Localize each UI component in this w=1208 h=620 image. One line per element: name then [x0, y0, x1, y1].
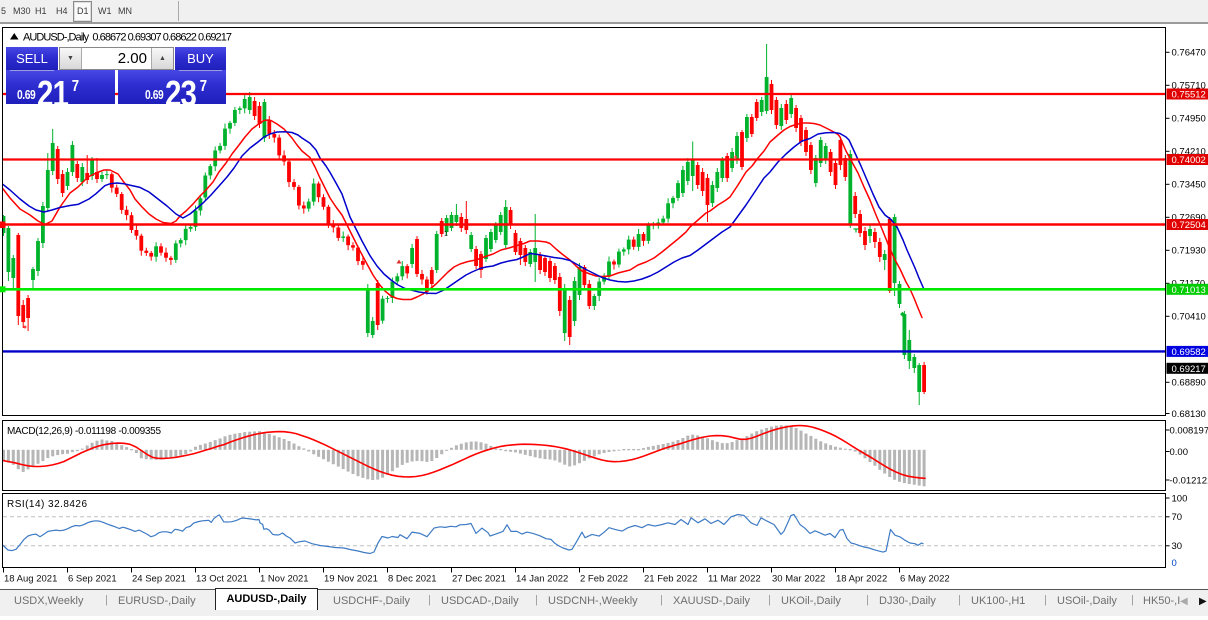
svg-text:18 Apr 2022: 18 Apr 2022: [836, 574, 887, 585]
svg-text:0: 0: [1172, 558, 1177, 569]
svg-text:6 May 2022: 6 May 2022: [900, 574, 950, 585]
svg-text:21 Feb 2022: 21 Feb 2022: [644, 574, 697, 585]
svg-text:0.70410: 0.70410: [1172, 312, 1206, 323]
svg-text:1: 1: [444, 231, 448, 238]
svg-text:0.68890: 0.68890: [1172, 378, 1206, 389]
svg-text:18 Aug 2021: 18 Aug 2021: [4, 574, 57, 585]
svg-text:27 Dec 2021: 27 Dec 2021: [452, 574, 506, 585]
svg-text:0.72504: 0.72504: [1172, 220, 1206, 231]
svg-text:19 Nov 2021: 19 Nov 2021: [324, 574, 378, 585]
svg-text:6 Sep 2021: 6 Sep 2021: [68, 574, 117, 585]
svg-text:0.74950: 0.74950: [1172, 114, 1206, 125]
svg-text:0.76470: 0.76470: [1172, 48, 1206, 59]
svg-text:70: 70: [1172, 512, 1183, 523]
svg-text:2 Feb 2022: 2 Feb 2022: [580, 574, 628, 585]
svg-text:0.75512: 0.75512: [1172, 90, 1206, 101]
svg-text:0.68130: 0.68130: [1172, 409, 1206, 420]
svg-text:8 Dec 2021: 8 Dec 2021: [388, 574, 437, 585]
svg-text:100: 100: [1172, 493, 1188, 504]
svg-text:MACD(12,26,9) -0.011198 -0.009: MACD(12,26,9) -0.011198 -0.009355: [7, 426, 161, 437]
svg-text:0.71013: 0.71013: [1172, 285, 1206, 296]
svg-text:0.69217: 0.69217: [1172, 364, 1206, 375]
svg-text:0.00: 0.00: [1170, 447, 1189, 458]
svg-text:0.71930: 0.71930: [1172, 246, 1206, 257]
svg-text:13 Oct 2021: 13 Oct 2021: [196, 574, 248, 585]
svg-text:1 Nov 2021: 1 Nov 2021: [260, 574, 309, 585]
svg-text:0.74002: 0.74002: [1172, 155, 1206, 166]
svg-text:0.008197: 0.008197: [1170, 425, 1208, 436]
svg-text:30 Mar 2022: 30 Mar 2022: [772, 574, 825, 585]
svg-text:14 Jan 2022: 14 Jan 2022: [516, 574, 568, 585]
svg-text:30: 30: [1172, 541, 1183, 552]
svg-text:0.69582: 0.69582: [1172, 347, 1206, 358]
svg-text:0.73450: 0.73450: [1172, 180, 1206, 191]
svg-text:RSI(14) 32.8426: RSI(14) 32.8426: [7, 499, 87, 510]
svg-text:AUDUSD-,Daily 0.68672 0.69307: AUDUSD-,Daily 0.68672 0.69307 0.68622 0.…: [23, 32, 232, 44]
svg-text:24 Sep 2021: 24 Sep 2021: [132, 574, 186, 585]
svg-text:11 Mar 2022: 11 Mar 2022: [708, 574, 761, 585]
